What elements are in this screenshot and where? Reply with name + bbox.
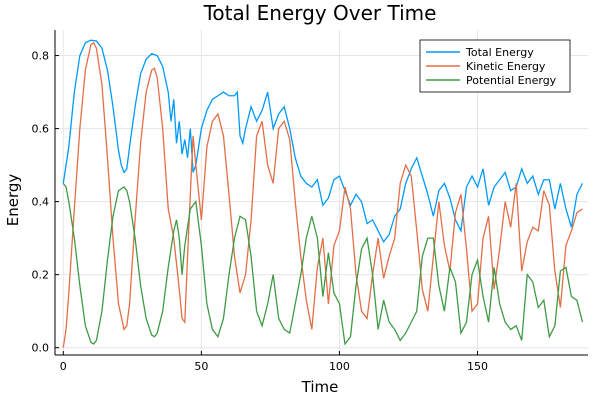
y-tick-label: 0.0 — [32, 342, 50, 355]
legend-label-potential-energy: Potential Energy — [466, 74, 557, 87]
y-tick-label: 0.2 — [32, 269, 50, 282]
legend-label-total-energy: Total Energy — [465, 46, 534, 59]
x-tick-label: 150 — [467, 360, 488, 373]
x-tick-label: 50 — [194, 360, 208, 373]
y-axis-label: Energy — [4, 174, 22, 227]
legend-label-kinetic-energy: Kinetic Energy — [466, 60, 546, 73]
series-line-potential-energy — [62, 182, 584, 346]
y-tick-label: 0.6 — [32, 123, 50, 136]
legend-item-potential-energy: Potential Energy — [426, 74, 557, 87]
y-tick-label: 0.8 — [32, 50, 50, 63]
legend: Total Energy Kinetic Energy Potential En… — [419, 39, 571, 93]
chart-title: Total Energy Over Time — [203, 1, 437, 25]
x-tick-label: 0 — [60, 360, 67, 373]
series-line-total-energy — [62, 39, 584, 244]
y-tick-label: 0.4 — [32, 196, 50, 209]
series-layer — [62, 39, 584, 348]
series-line-kinetic-energy — [62, 41, 583, 348]
legend-item-kinetic-energy: Kinetic Energy — [426, 60, 546, 73]
ticks-layer: 0 50 100 150 0.0 0.2 0.4 0.6 0.8 — [32, 50, 489, 373]
x-axis-label: Time — [301, 378, 339, 396]
x-tick-label: 100 — [329, 360, 350, 373]
axes-layer — [54, 30, 588, 356]
legend-item-total-energy: Total Energy — [426, 46, 534, 59]
